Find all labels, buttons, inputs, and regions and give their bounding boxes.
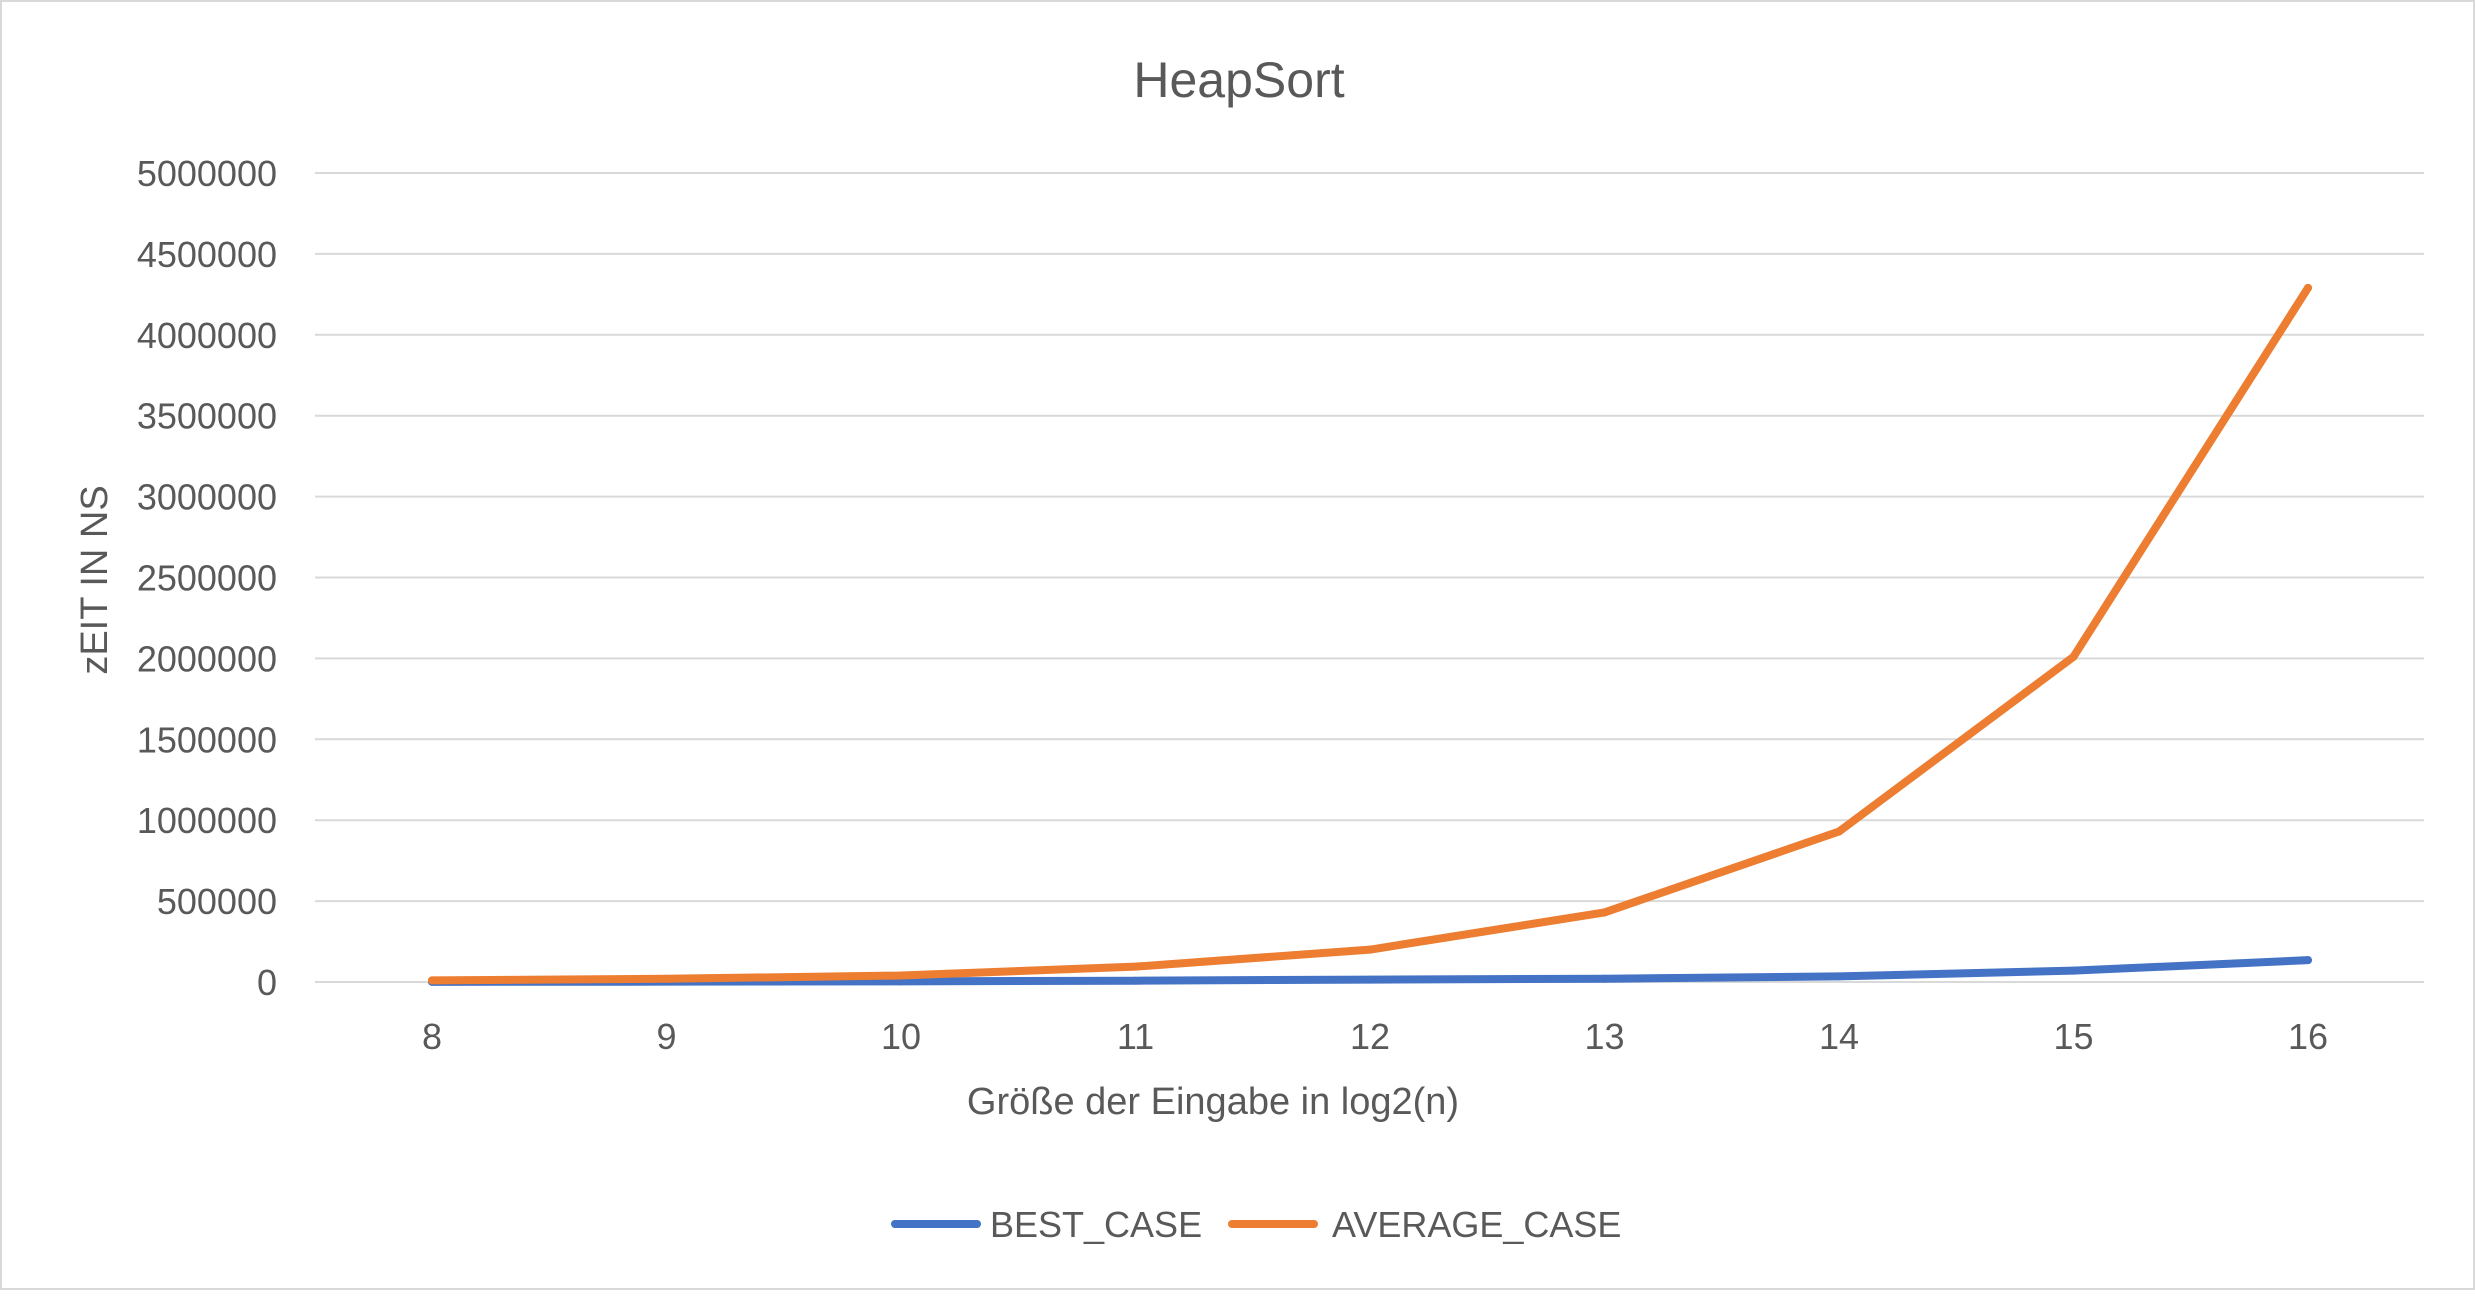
y-tick-label: 0 <box>257 962 277 1003</box>
data-point-best-case <box>2304 956 2312 965</box>
y-tick-label: 1500000 <box>137 719 277 760</box>
y-tick-label: 4000000 <box>137 315 277 356</box>
x-tick-label: 15 <box>2053 1016 2093 1057</box>
x-tick-label: 10 <box>881 1016 921 1057</box>
y-tick-label: 3500000 <box>137 396 277 437</box>
data-point-best-case <box>2069 966 2078 975</box>
legend: BEST_CASE AVERAGE_CASE <box>891 1204 1621 1245</box>
data-point-average-case <box>428 976 436 985</box>
data-point-average-case <box>662 974 671 983</box>
y-axis-label: zEIT IN NS <box>74 485 116 674</box>
x-tick-label: 8 <box>422 1016 442 1057</box>
data-point-average-case <box>897 971 905 980</box>
x-tick-label: 12 <box>1350 1016 1390 1057</box>
x-axis-tick-labels: 8 9 10 11 12 13 14 15 16 <box>422 1016 2328 1057</box>
x-tick-label: 11 <box>1117 1016 1154 1057</box>
chart-title: HeapSort <box>1133 52 1344 108</box>
data-point-average-case <box>1131 962 1140 971</box>
series-line-average-case <box>428 283 2312 985</box>
data-point-best-case <box>1835 972 1843 981</box>
y-tick-label: 1000000 <box>137 800 277 841</box>
y-tick-label: 2000000 <box>137 638 277 679</box>
y-tick-label: 2500000 <box>137 558 277 599</box>
y-tick-label: 500000 <box>157 881 277 922</box>
data-point-best-case <box>1600 974 1609 983</box>
data-point-average-case <box>2304 283 2312 292</box>
y-tick-label: 5000000 <box>137 153 277 194</box>
data-point-best-case <box>1131 976 1140 985</box>
x-tick-label: 16 <box>2288 1016 2328 1057</box>
x-tick-label: 9 <box>656 1016 676 1057</box>
y-axis-tick-labels: 0 500000 1000000 1500000 2000000 2500000 30000… <box>137 153 277 1003</box>
data-point-average-case <box>1600 908 1609 917</box>
series-lines <box>428 283 2312 986</box>
gridlines <box>315 172 2424 983</box>
legend-label: BEST_CASE <box>990 1204 1202 1245</box>
x-tick-label: 14 <box>1819 1016 1859 1057</box>
y-tick-label: 3000000 <box>137 477 277 518</box>
data-point-average-case <box>1835 827 1843 836</box>
data-point-average-case <box>1366 945 1374 954</box>
data-point-best-case <box>1366 975 1374 984</box>
x-axis-label: Größe der Eingabe in log2(n) <box>967 1081 1459 1123</box>
x-tick-label: 13 <box>1584 1016 1624 1057</box>
data-point-average-case <box>2069 652 2078 661</box>
legend-label: AVERAGE_CASE <box>1332 1204 1621 1245</box>
y-tick-label: 4500000 <box>137 234 277 275</box>
